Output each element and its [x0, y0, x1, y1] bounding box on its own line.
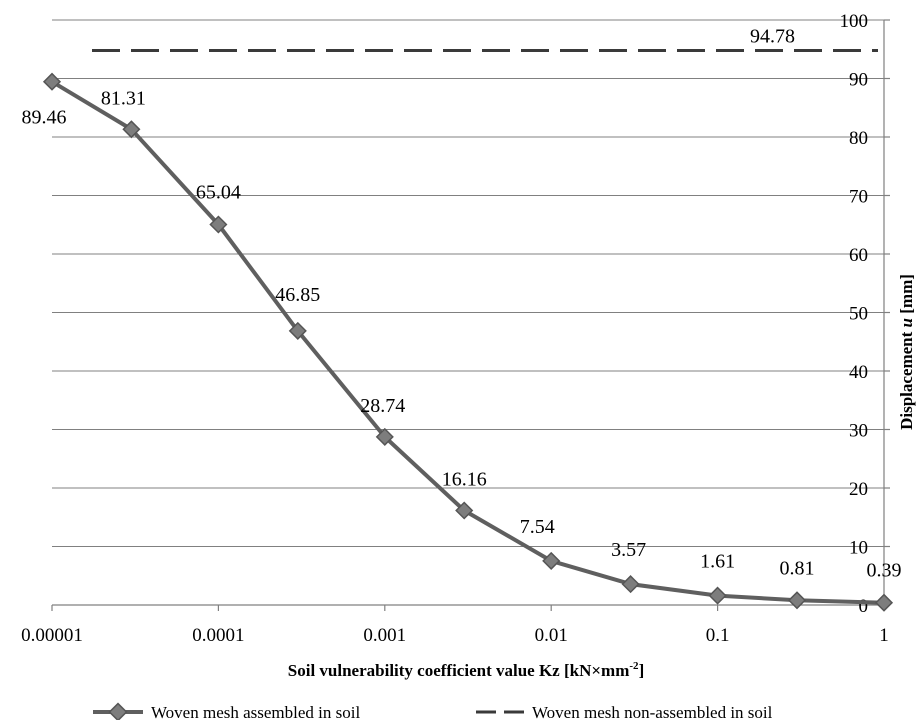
data-label-3: 46.85	[275, 284, 320, 306]
data-label-4: 28.74	[360, 395, 405, 417]
data-point-7	[621, 575, 640, 594]
y-tick-label-10: 10	[849, 538, 868, 559]
data-point-2	[209, 215, 228, 234]
axes	[51, 19, 890, 611]
legend: Woven mesh assembled in soil Woven mesh …	[93, 702, 773, 720]
y-tick-label-0: 0	[859, 596, 869, 617]
y-axis-title: Displacement u [mm]	[897, 274, 916, 430]
series	[42, 49, 894, 612]
data-point-9	[787, 591, 807, 610]
y-tick-label-20: 20	[849, 479, 868, 500]
data-label-0: 89.46	[22, 107, 67, 129]
data-labels: 94.78 89.46 81.31 65.04 46.85 28.74 16.16 7.54 3…	[22, 26, 902, 582]
y-tick-label-50: 50	[849, 304, 868, 325]
data-point-4	[375, 427, 394, 446]
x-axis-title: Soil vulnerability coefficient value Kz …	[288, 660, 644, 680]
data-label-8: 1.61	[700, 551, 735, 573]
y-tick-label-70: 70	[849, 187, 868, 208]
series-assembled-line	[50, 79, 885, 605]
data-point-5	[455, 501, 474, 520]
y-tick-label-100: 100	[840, 11, 869, 32]
x-tick-label-4: 0.1	[706, 625, 730, 646]
data-point-6	[542, 551, 561, 570]
data-label-1: 81.31	[101, 87, 146, 109]
data-point-0	[42, 72, 62, 91]
data-label-2: 65.04	[196, 182, 241, 204]
data-label-6: 7.54	[520, 516, 555, 538]
data-point-1	[122, 120, 141, 139]
y-tick-label-30: 30	[849, 421, 868, 442]
x-tick-label-5: 1	[879, 625, 889, 646]
legend-item-non-assembled: Woven mesh non-assembled in soil	[476, 703, 773, 720]
data-point-3	[288, 321, 307, 340]
data-point-10	[874, 593, 894, 612]
data-label-5: 16.16	[442, 468, 487, 490]
y-tick-label-60: 60	[849, 245, 868, 266]
data-label-10: 0.39	[867, 560, 902, 582]
y-tick-label-90: 90	[849, 70, 868, 91]
data-label-9: 0.81	[779, 557, 814, 579]
legend-label-assembled: Woven mesh assembled in soil	[151, 703, 360, 720]
legend-swatch-diamond	[108, 702, 128, 720]
legend-item-assembled: Woven mesh assembled in soil	[93, 702, 360, 720]
y-tick-label-40: 40	[849, 362, 868, 383]
x-tick-label-3: 0.01	[535, 625, 568, 646]
data-label-7: 3.57	[611, 539, 646, 561]
x-tick-label-1: 0.0001	[192, 625, 244, 646]
x-tick-label-0: 0.00001	[21, 625, 83, 646]
y-tick-label-80: 80	[849, 128, 868, 149]
x-tick-label-2: 0.001	[363, 625, 406, 646]
legend-label-non-assembled: Woven mesh non-assembled in soil	[532, 703, 773, 720]
x-axis-tick-labels: 0.00001 0.0001 0.001 0.01 0.1 1	[21, 625, 889, 646]
y-axis-tick-labels: 0 10 20 30 40 50 60 70 80 90 100	[840, 11, 869, 617]
data-point-8	[708, 586, 727, 605]
data-label-non-assembled: 94.78	[750, 26, 795, 48]
